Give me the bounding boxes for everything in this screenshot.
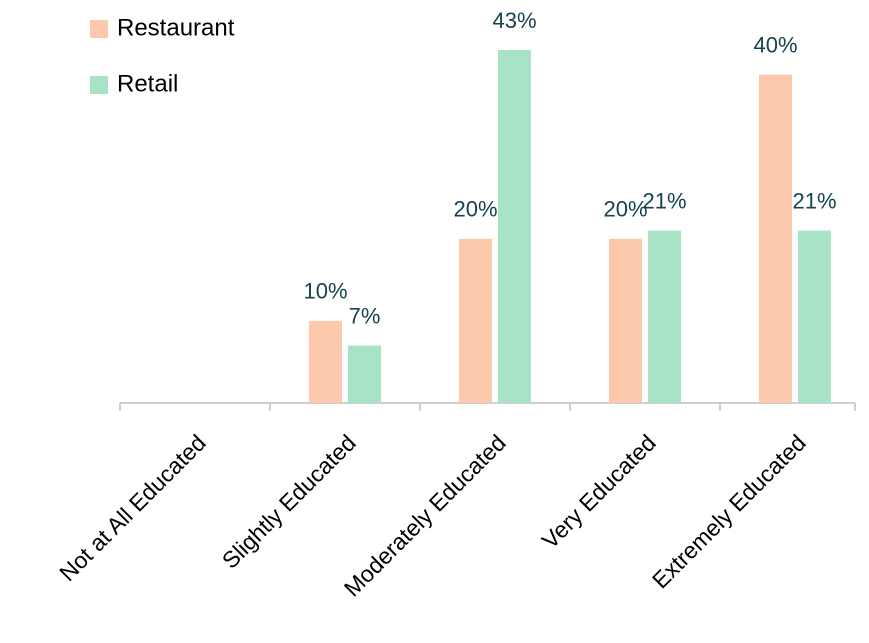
x-tick-label: Very Educated xyxy=(537,429,661,553)
bar xyxy=(309,320,342,403)
data-label: 40% xyxy=(753,32,797,57)
x-tick-label: Extremely Educated xyxy=(647,429,811,593)
bar xyxy=(459,238,492,403)
data-label: 20% xyxy=(603,197,647,222)
bar xyxy=(648,230,681,403)
data-label: 20% xyxy=(453,197,497,222)
legend-label: Restaurant xyxy=(117,14,235,41)
bar xyxy=(798,230,831,403)
data-label: 21% xyxy=(642,188,686,213)
data-label: 43% xyxy=(492,8,536,33)
data-label: 10% xyxy=(303,279,347,304)
x-tick-label: Slightly Educated xyxy=(217,429,361,573)
data-label: 21% xyxy=(792,188,836,213)
data-label: 7% xyxy=(349,303,381,328)
legend-swatch xyxy=(90,20,108,38)
legend-swatch xyxy=(90,76,108,94)
bar xyxy=(498,50,531,403)
x-tick-label: Moderately Educated xyxy=(339,429,511,601)
bar xyxy=(348,345,381,403)
legend-label: Retail xyxy=(117,70,178,97)
bar xyxy=(609,238,642,403)
x-tick-label: Not at All Educated xyxy=(54,429,211,586)
bar xyxy=(759,74,792,404)
